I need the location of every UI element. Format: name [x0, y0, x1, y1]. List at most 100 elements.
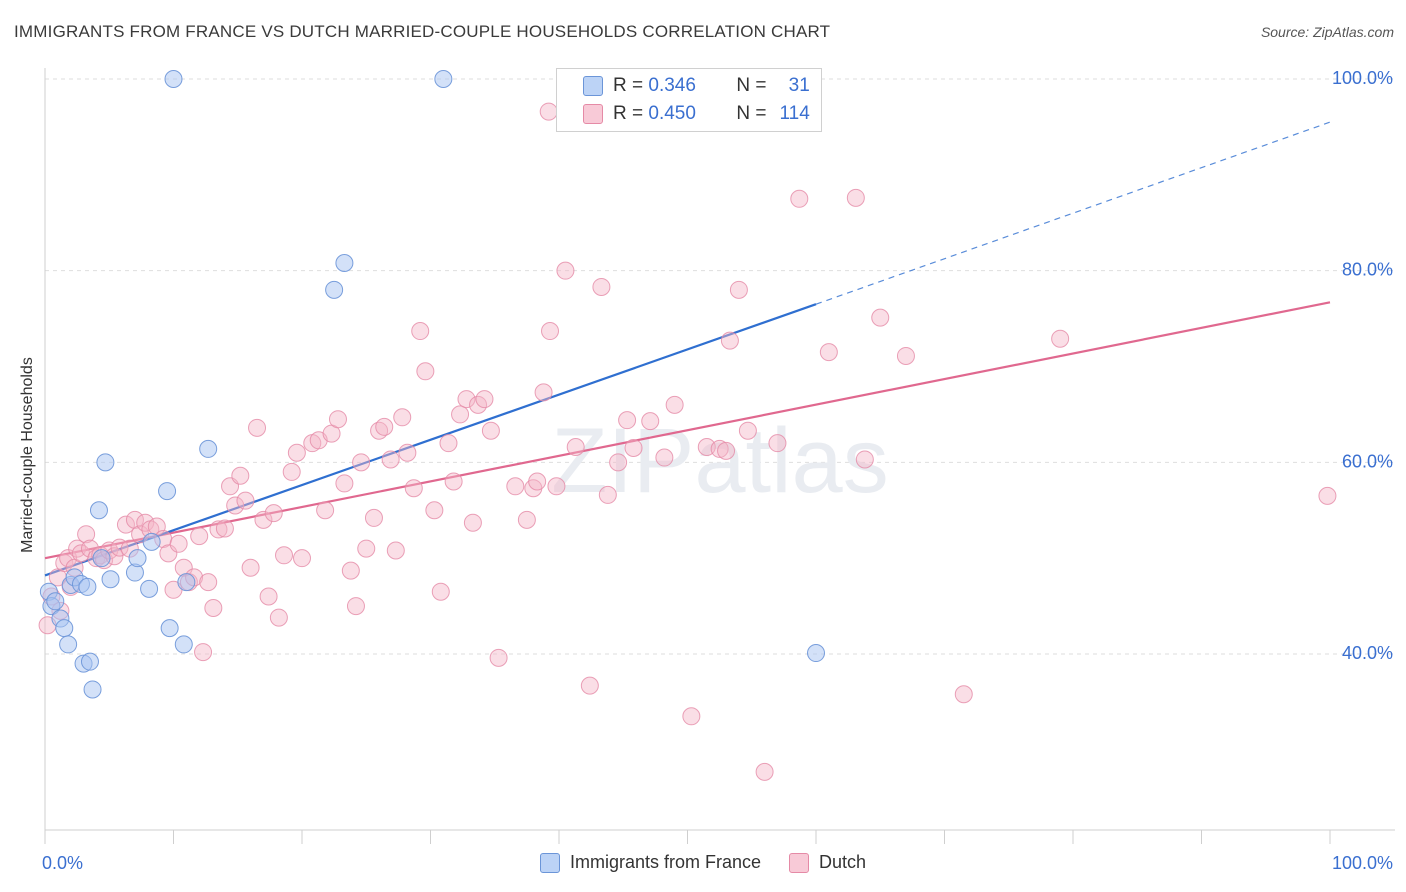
data-point-dutch [768, 434, 787, 453]
data-point-dutch [547, 477, 566, 496]
data-point-dutch [534, 383, 553, 402]
data-point-france [46, 592, 65, 611]
data-point-dutch [386, 541, 405, 560]
axes [44, 68, 1395, 844]
legend-swatch-dutch [583, 104, 603, 124]
trend-lines [44, 121, 1331, 577]
data-point-dutch [116, 515, 135, 534]
data-point-dutch [226, 496, 245, 515]
data-point-france [807, 644, 825, 663]
data-point-dutch [457, 390, 476, 409]
data-point-dutch [293, 549, 311, 568]
data-point-dutch [393, 408, 412, 427]
data-point-dutch [598, 485, 617, 504]
legend-swatch-france [539, 852, 560, 873]
data-point-france [177, 573, 196, 592]
legend-item-france[interactable]: Immigrants from France [539, 852, 761, 873]
data-point-france [140, 579, 159, 598]
data-point-france [325, 280, 344, 299]
legend-row-france: R = 0.346 N = 31 [583, 73, 810, 99]
data-point-dutch [241, 558, 260, 577]
legend-label-france: Immigrants from France [569, 852, 761, 872]
chart-title: IMMIGRANTS FROM FRANCE VS DUTCH MARRIED-… [14, 22, 831, 41]
data-point-dutch [77, 525, 96, 544]
legend-item-dutch[interactable]: Dutch [789, 852, 866, 873]
data-point-france [199, 439, 218, 458]
data-point-dutch [506, 477, 525, 496]
data-point-dutch [215, 519, 234, 538]
data-point-dutch [364, 508, 383, 527]
legend-r-value: 0.450 [648, 103, 696, 124]
data-point-dutch [190, 527, 209, 546]
data-point-dutch [475, 390, 494, 409]
data-point-dutch [729, 280, 748, 299]
data-point-dutch [110, 538, 129, 557]
data-point-dutch [335, 474, 354, 493]
data-point-dutch [287, 443, 306, 462]
data-point-dutch [624, 438, 643, 457]
data-point-dutch [125, 510, 144, 529]
data-point-dutch [199, 573, 218, 592]
data-point-france [101, 570, 120, 589]
data-point-dutch [710, 439, 729, 458]
data-point-dutch [269, 608, 288, 627]
y-tick-label: 80.0% [1342, 260, 1393, 280]
data-point-dutch [556, 261, 575, 280]
data-point-dutch [463, 513, 482, 532]
data-point-france [59, 635, 78, 654]
data-point-dutch [431, 582, 450, 601]
data-point-france [92, 549, 111, 568]
data-point-dutch [231, 466, 250, 485]
trend-line-dutch [44, 301, 1331, 560]
data-point-dutch [80, 539, 99, 558]
data-point-dutch [204, 599, 223, 617]
tick-labels: 40.0% 60.0% 80.0% 100.0% 0.0% 100.0% [42, 68, 1393, 873]
data-point-dutch [896, 346, 915, 365]
data-point-dutch [755, 762, 774, 781]
y-tick-label: 40.0% [1342, 643, 1393, 663]
data-point-dutch [236, 491, 255, 510]
legend-swatch-france [583, 76, 603, 96]
legend-r-label: R = [613, 75, 644, 96]
data-point-dutch [566, 438, 585, 456]
data-point-dutch [316, 501, 335, 520]
data-point-france [434, 70, 453, 88]
data-point-dutch [790, 189, 809, 208]
correlation-legend: R = 0.346 N = 31 R = 0.450 N = 114 [556, 68, 822, 132]
source-label: Source: ZipAtlas.com [1260, 24, 1394, 40]
data-point-france [80, 652, 99, 671]
data-point-dutch [609, 453, 628, 472]
data-point-dutch [528, 472, 547, 491]
data-point-dutch [451, 405, 470, 424]
x-tick-label: 100.0% [1332, 853, 1393, 873]
data-point-dutch [425, 501, 444, 520]
data-point-dutch [855, 450, 874, 469]
data-point-dutch [194, 643, 213, 662]
data-point-dutch [682, 707, 701, 726]
data-point-france [160, 619, 179, 638]
data-point-dutch [592, 277, 611, 296]
data-point-dutch [489, 648, 508, 667]
data-point-dutch [341, 561, 360, 580]
data-point-dutch [871, 308, 890, 327]
data-point-dutch [416, 362, 435, 381]
data-point-dutch [738, 421, 757, 440]
data-point-dutch [352, 453, 371, 472]
data-point-dutch [275, 546, 294, 565]
data-point-dutch [641, 412, 660, 431]
y-tick-label: 60.0% [1342, 451, 1393, 471]
data-point-dutch [717, 441, 736, 460]
series-france [39, 70, 825, 699]
data-point-france [335, 254, 354, 272]
data-point-france [89, 501, 108, 520]
legend-swatch-dutch [789, 852, 809, 873]
data-point-dutch [375, 417, 394, 436]
data-point-france [96, 453, 115, 472]
legend-row-dutch: R = 0.450 N = 114 [583, 101, 810, 127]
data-point-dutch [539, 102, 558, 121]
data-point-dutch [259, 587, 278, 606]
data-point-dutch [665, 395, 684, 414]
data-point-dutch [439, 434, 458, 453]
data-point-dutch [381, 450, 400, 469]
data-point-france [128, 549, 147, 568]
